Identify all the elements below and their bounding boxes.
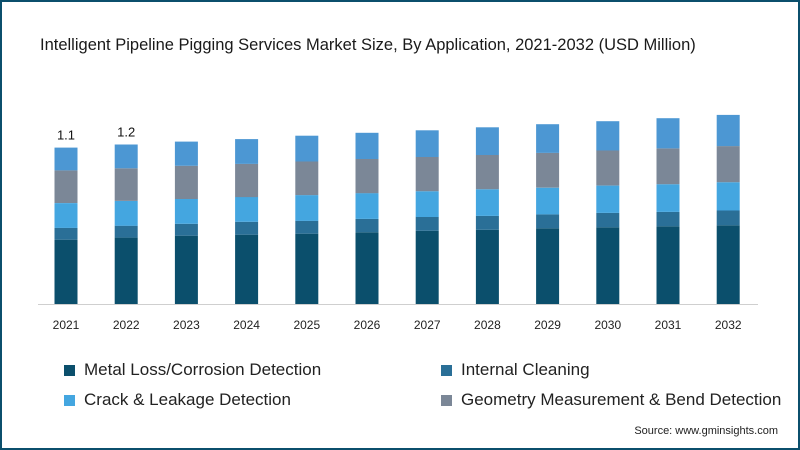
legend-item-crack-leakage: Crack & Leakage Detection xyxy=(64,390,291,410)
bar-segment-2029-series-4 xyxy=(536,152,560,188)
legend-label-metal-loss: Metal Loss/Corrosion Detection xyxy=(84,360,322,379)
data-label-2022: 1.2 xyxy=(117,125,135,140)
bar-segment-2032-series-2 xyxy=(716,210,740,226)
bar-segment-2031-series-3 xyxy=(656,184,680,212)
bar-segment-2032-series-3 xyxy=(716,182,740,211)
bar-segment-2021-series-3 xyxy=(54,203,78,228)
bar-segment-2026-series-2 xyxy=(355,218,379,233)
bar-segment-2029-series-5 xyxy=(536,124,560,153)
legend-item-geometry: Geometry Measurement & Bend Detection xyxy=(441,390,781,410)
x-tick-label-2026: 2026 xyxy=(354,318,381,332)
bar-segment-2027-series-5 xyxy=(415,130,439,157)
bar-segment-2024-series-1 xyxy=(235,234,259,304)
bar-segment-2023-series-1 xyxy=(174,235,198,304)
legend-label-crack-leakage: Crack & Leakage Detection xyxy=(84,390,291,409)
bar-segment-2023-series-4 xyxy=(174,165,198,199)
x-tick-label-2027: 2027 xyxy=(414,318,441,332)
bar-segment-2023-series-2 xyxy=(174,223,198,236)
legend-item-metal-loss: Metal Loss/Corrosion Detection xyxy=(64,360,321,380)
bar-segment-2024-series-3 xyxy=(235,197,259,222)
bar-segment-2031-series-4 xyxy=(656,148,680,185)
bar-segment-2029-series-3 xyxy=(536,187,560,215)
legend-label-internal-cleaning: Internal Cleaning xyxy=(461,360,590,379)
bar-segment-2029-series-1 xyxy=(536,228,560,304)
bar-segment-2027-series-1 xyxy=(415,230,439,304)
x-tick-label-2023: 2023 xyxy=(173,318,200,332)
bar-segment-2023-series-3 xyxy=(174,199,198,224)
bar-segment-2021-series-1 xyxy=(54,239,78,304)
x-tick-label-2032: 2032 xyxy=(715,318,742,332)
legend-swatch-internal-cleaning xyxy=(441,364,452,376)
bar-segment-2030-series-5 xyxy=(596,121,620,151)
bar-segment-2028-series-2 xyxy=(475,215,499,230)
x-tick-label-2029: 2029 xyxy=(534,318,561,332)
bar-segment-2032-series-1 xyxy=(716,225,740,304)
data-label-2021: 1.1 xyxy=(57,128,75,143)
bar-segment-2022-series-1 xyxy=(114,237,138,304)
bar-segment-2026-series-4 xyxy=(355,159,379,194)
chart-title: Intelligent Pipeline Pigging Services Ma… xyxy=(40,36,696,54)
x-tick-label-2021: 2021 xyxy=(53,318,80,332)
bar-segment-2027-series-3 xyxy=(415,191,439,217)
bar-segment-2025-series-3 xyxy=(295,195,319,221)
bar-segment-2028-series-5 xyxy=(475,127,499,155)
bar-segment-2028-series-4 xyxy=(475,155,499,190)
legend-item-internal-cleaning: Internal Cleaning xyxy=(441,360,590,380)
x-tick-label-2024: 2024 xyxy=(233,318,260,332)
bar-segment-2021-series-4 xyxy=(54,170,78,203)
bar-segment-2029-series-2 xyxy=(536,214,560,229)
source-note: Source: www.gminsights.com xyxy=(634,425,778,437)
x-tick-label-2025: 2025 xyxy=(293,318,320,332)
bar-segment-2028-series-3 xyxy=(475,189,499,216)
bar-segment-2022-series-3 xyxy=(114,201,138,226)
bar-segment-2031-series-5 xyxy=(656,118,680,149)
bar-segment-2032-series-4 xyxy=(716,146,740,183)
bar-segment-2022-series-5 xyxy=(114,144,138,169)
x-tick-label-2028: 2028 xyxy=(474,318,501,332)
legend-swatch-geometry xyxy=(441,394,452,406)
bar-segment-2028-series-1 xyxy=(475,229,499,304)
bar-segment-2030-series-4 xyxy=(596,150,620,186)
legend-label-geometry: Geometry Measurement & Bend Detection xyxy=(461,390,782,409)
bar-segment-2026-series-5 xyxy=(355,132,379,159)
bar-segment-2031-series-1 xyxy=(656,226,680,304)
bar-segment-2025-series-1 xyxy=(295,233,319,304)
bar-segment-2024-series-4 xyxy=(235,163,259,198)
bar-segment-2027-series-2 xyxy=(415,216,439,231)
bar-segment-2024-series-5 xyxy=(235,139,259,164)
bar-segment-2031-series-2 xyxy=(656,211,680,227)
bar-segment-2025-series-4 xyxy=(295,161,319,196)
legend-swatch-crack-leakage xyxy=(64,394,75,406)
bar-segment-2024-series-2 xyxy=(235,221,259,235)
bar-segment-2030-series-1 xyxy=(596,227,620,304)
x-tick-label-2031: 2031 xyxy=(655,318,682,332)
bar-segment-2022-series-2 xyxy=(114,225,138,238)
legend-swatch-metal-loss xyxy=(64,364,75,376)
x-tick-label-2030: 2030 xyxy=(594,318,621,332)
bar-segment-2030-series-3 xyxy=(596,185,620,213)
bar-segment-2027-series-4 xyxy=(415,157,439,192)
bar-segment-2030-series-2 xyxy=(596,212,620,228)
bar-segment-2021-series-2 xyxy=(54,227,78,240)
bar-segment-2022-series-4 xyxy=(114,168,138,201)
x-tick-label-2022: 2022 xyxy=(113,318,140,332)
bar-segment-2025-series-5 xyxy=(295,135,319,162)
bar-segment-2032-series-5 xyxy=(716,114,740,147)
bar-segment-2026-series-3 xyxy=(355,193,379,219)
bar-segment-2026-series-1 xyxy=(355,232,379,304)
bar-segment-2023-series-5 xyxy=(174,141,198,166)
bar-segment-2021-series-5 xyxy=(54,147,78,171)
bar-segment-2025-series-2 xyxy=(295,220,319,234)
